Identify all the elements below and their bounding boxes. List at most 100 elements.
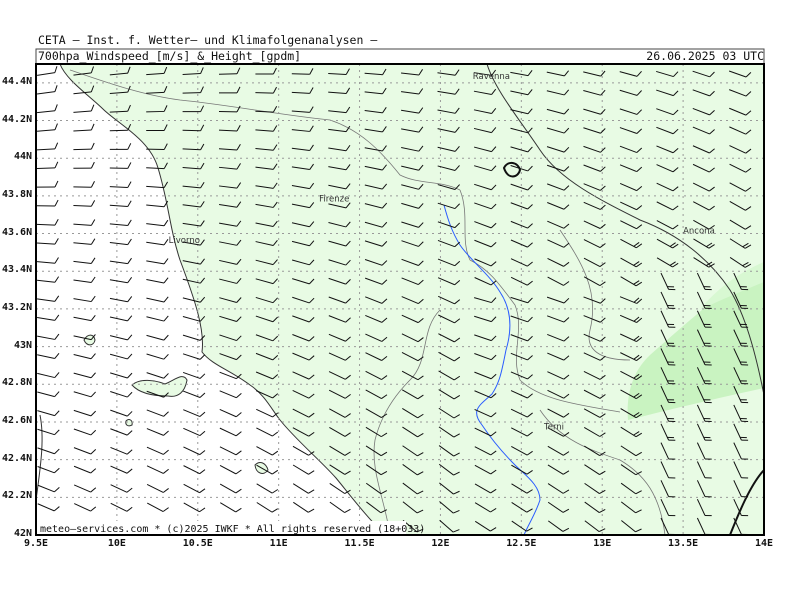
wind-barb [218, 86, 241, 94]
wind-barb [620, 238, 643, 249]
wind-barb [291, 240, 315, 247]
wind-barb [255, 352, 279, 361]
wind-barb [474, 371, 497, 380]
wind-barb [183, 483, 206, 494]
wind-barb [401, 164, 424, 171]
wind-barb [511, 464, 533, 475]
wind-barb [438, 351, 461, 362]
wind-barb [656, 257, 679, 268]
wind-barb [110, 428, 133, 436]
river-tiber [443, 204, 541, 536]
wind-barb [182, 162, 205, 170]
product-title: 700hpa_Windspeed_[m/s]_&_Height_[gpdm] [38, 49, 302, 63]
wind-barb [401, 88, 424, 95]
wind-barb [439, 501, 460, 514]
wind-barb [37, 428, 60, 436]
wind-barb [109, 181, 132, 188]
wind-barb [656, 238, 679, 249]
lat-tick-label: 44N [13, 151, 32, 163]
wind-barb [693, 257, 715, 268]
wind-barb [510, 258, 533, 267]
wind-barb [328, 315, 351, 323]
wind-barb [37, 85, 58, 95]
wind-barb [696, 367, 712, 385]
wind-barb [74, 503, 97, 512]
wind-barb [696, 423, 712, 441]
wind-barb [329, 464, 351, 475]
wind-barb [620, 257, 643, 268]
wind-barb [255, 125, 278, 132]
wind-barb [547, 276, 570, 286]
wind-barb [146, 277, 169, 284]
wind-barb [146, 162, 168, 170]
wind-barb [73, 123, 95, 132]
wind-barb [255, 296, 278, 304]
wind-barb [292, 445, 315, 456]
wind-barb [583, 389, 606, 399]
wind-barb [620, 426, 643, 438]
lat-tick-label: 43.4N [2, 264, 33, 276]
wind-barb [219, 483, 242, 494]
wind-barb [660, 498, 676, 517]
wind-barb [474, 520, 497, 532]
wind-barb [364, 259, 388, 266]
wind-barb [583, 276, 606, 287]
wind-barb [474, 390, 497, 399]
wind-barb [402, 463, 424, 476]
wind-barb [692, 182, 715, 192]
wind-barb [583, 70, 606, 77]
wind-barb [547, 408, 570, 418]
wind-barb [292, 315, 315, 323]
lon-tick-label: 12.5E [506, 538, 537, 549]
wind-barb [182, 277, 206, 284]
wind-barb [660, 423, 676, 441]
wind-barb [182, 86, 204, 94]
wind-barb [37, 372, 60, 379]
wind-barb [546, 108, 570, 115]
wind-barb [73, 465, 97, 474]
wind-barb [110, 372, 133, 379]
wind-barb [328, 371, 351, 380]
wind-barb [692, 145, 715, 154]
wind-barb [328, 202, 351, 209]
wind-barb [182, 239, 205, 246]
wind-barb [292, 296, 315, 304]
wind-barb [219, 427, 242, 437]
wind-barb [696, 310, 712, 328]
wind-barb [182, 258, 205, 265]
wind-barb [328, 183, 351, 190]
wind-barb [733, 310, 749, 328]
wind-barb [656, 89, 679, 97]
wind-barb [438, 333, 461, 343]
wind-barb [110, 484, 133, 493]
wind-barb [510, 334, 533, 342]
lat-tick-label: 43.6N [2, 226, 33, 238]
wind-barb [182, 334, 206, 341]
wind-barb [146, 124, 168, 132]
wind-barb [328, 125, 351, 133]
wind-barb [474, 297, 497, 304]
wind-barb [401, 389, 424, 400]
wind-barb [437, 258, 461, 267]
wind-barb [584, 482, 606, 495]
wind-barb [656, 220, 679, 230]
wind-barb [182, 143, 205, 151]
wind-barb [696, 272, 712, 291]
wind-barb [547, 257, 570, 267]
wind-barb [37, 466, 60, 474]
wind-barb [583, 220, 606, 229]
wind-barb [546, 70, 569, 77]
wind-barb [73, 219, 96, 226]
wind-barb [110, 446, 133, 455]
wind-barb [728, 70, 752, 78]
wind-barb [219, 334, 242, 342]
wind-barb [109, 200, 132, 207]
wind-barb [438, 445, 460, 457]
wind-barb [219, 258, 242, 265]
wind-barb [620, 464, 642, 476]
coast-inlet [35, 414, 43, 501]
wind-barb [584, 501, 606, 514]
wind-barb [292, 408, 315, 418]
wind-barb [474, 353, 497, 361]
wind-barb [473, 107, 497, 115]
